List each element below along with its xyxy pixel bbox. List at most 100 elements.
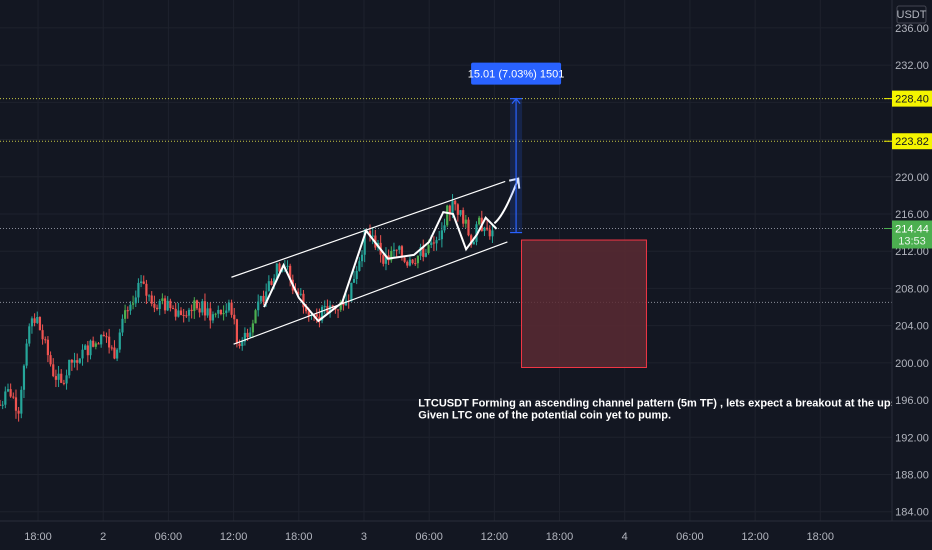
candle-body [52, 364, 55, 377]
candle-body [262, 295, 265, 302]
channel-upper-line[interactable] [231, 180, 506, 278]
price-tick-label: 220.00 [895, 172, 929, 184]
candle-body [267, 281, 270, 292]
candle-body [259, 295, 262, 302]
measure-label[interactable]: 15.01 (7.03%) 1501 [468, 62, 565, 85]
price-tick-label: 200.00 [895, 358, 929, 370]
price-tick-label: 212.00 [895, 246, 929, 258]
candle-body [145, 283, 148, 296]
candle-body [116, 349, 119, 359]
currency-button[interactable]: USDT [896, 5, 927, 24]
stop-loss-zone[interactable] [521, 239, 647, 368]
candle-body [371, 235, 374, 237]
candle-body [73, 360, 76, 363]
time-axis-background [0, 521, 932, 550]
candle-body [161, 298, 164, 301]
time-tick-label: 18:00 [24, 531, 52, 543]
time-axis[interactable]: 18:00 2 06:00 12:00 18:00 3 06:00 12:00 18:00 4 06… [0, 520, 932, 550]
candle-body [241, 341, 244, 347]
candle-body [126, 310, 129, 312]
candle-body [352, 279, 356, 283]
candle-body [139, 281, 143, 283]
candle-body [320, 306, 324, 321]
candle-body [440, 230, 443, 240]
candle-body [211, 314, 215, 321]
candle-body [1, 404, 4, 406]
time-tick-label: 2 [100, 531, 106, 543]
candle-body [171, 308, 175, 310]
candle-body [438, 239, 441, 241]
candle-body [65, 375, 68, 384]
candle-body [278, 263, 281, 272]
candle-body [422, 247, 425, 257]
candle-body [54, 376, 57, 380]
time-tick-label: 18:00 [285, 531, 313, 543]
candle-body [230, 302, 233, 315]
price-badge-label: 228.40 [895, 94, 929, 106]
candle-body [17, 410, 20, 414]
time-tick-label: 06:00 [155, 531, 183, 543]
candle-body [28, 326, 31, 344]
candle-body [430, 242, 433, 246]
candle-body [155, 307, 159, 310]
grid-layer [0, 0, 892, 521]
candle-body [57, 373, 60, 380]
candle-body [395, 249, 398, 251]
candle-body [20, 389, 23, 414]
candle-body [368, 230, 372, 237]
candle-body [166, 300, 169, 311]
measure-label-background [471, 62, 562, 85]
candle-body [118, 332, 121, 350]
level-price-badge [892, 90, 932, 107]
candle-body [384, 255, 388, 264]
candle-body [350, 282, 353, 302]
candle-body [201, 301, 204, 313]
candle-body [124, 310, 127, 319]
candle-body [163, 298, 167, 311]
channel-zigzag-path[interactable] [263, 210, 498, 323]
candle-body [97, 343, 100, 345]
candle-body [486, 227, 489, 230]
candle-body [179, 310, 183, 316]
candle-body [150, 295, 153, 304]
candle-body [323, 306, 326, 308]
candle-body [102, 334, 105, 337]
candle-body [451, 200, 454, 215]
candle-body [403, 257, 406, 262]
candle-body [25, 343, 28, 366]
annotation-layer: LTCUSDT Forming an ascending channel pat… [418, 398, 915, 422]
candle-body [435, 240, 438, 244]
time-tick-label: 18:00 [807, 531, 835, 543]
candle-body [129, 304, 132, 311]
candle-body [462, 210, 465, 224]
candle-body [142, 281, 145, 284]
candle-body [46, 339, 50, 356]
channel-lower-line[interactable] [233, 241, 508, 345]
candle-body [443, 225, 446, 231]
candle-body [249, 332, 252, 338]
price-axis[interactable]: 184.00 188.00 192.00 196.00 200.00 204.00 208.… [891, 0, 932, 550]
candle-body [177, 310, 180, 317]
candle-body [153, 303, 156, 308]
candle-body [38, 317, 42, 331]
candle-body [315, 314, 318, 317]
time-tick-label: 4 [622, 531, 628, 543]
candle-body [131, 303, 135, 305]
candle-body [70, 359, 73, 363]
candle-body [214, 313, 217, 315]
candle-body [432, 242, 435, 244]
candle-body [190, 309, 193, 312]
candle-body [328, 305, 332, 313]
measure-arrow-head [511, 97, 521, 104]
candle-body [467, 219, 470, 236]
price-tick-label: 208.00 [895, 283, 929, 295]
candle-body [206, 308, 209, 316]
candle-body [299, 293, 302, 295]
candle-body [411, 259, 414, 264]
breakout-arrow-head[interactable] [509, 177, 521, 189]
candle-body [30, 318, 34, 327]
candle-body [470, 235, 473, 245]
